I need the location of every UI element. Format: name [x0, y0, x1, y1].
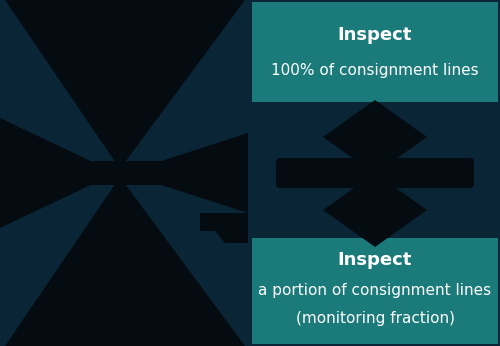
Text: Inspect: Inspect	[338, 251, 412, 269]
Text: 100% of consignment lines: 100% of consignment lines	[271, 63, 479, 78]
FancyBboxPatch shape	[2, 161, 198, 185]
Text: (monitoring fraction): (monitoring fraction)	[296, 310, 454, 326]
FancyBboxPatch shape	[276, 158, 474, 188]
Text: a portion of consignment lines: a portion of consignment lines	[258, 282, 492, 298]
Polygon shape	[5, 177, 245, 346]
Polygon shape	[323, 173, 427, 247]
Text: Inspect: Inspect	[338, 26, 412, 44]
Polygon shape	[5, 0, 245, 169]
FancyBboxPatch shape	[252, 238, 498, 344]
Polygon shape	[323, 100, 427, 174]
FancyBboxPatch shape	[252, 2, 498, 102]
Polygon shape	[200, 213, 248, 243]
Polygon shape	[0, 118, 116, 228]
Polygon shape	[124, 133, 248, 213]
